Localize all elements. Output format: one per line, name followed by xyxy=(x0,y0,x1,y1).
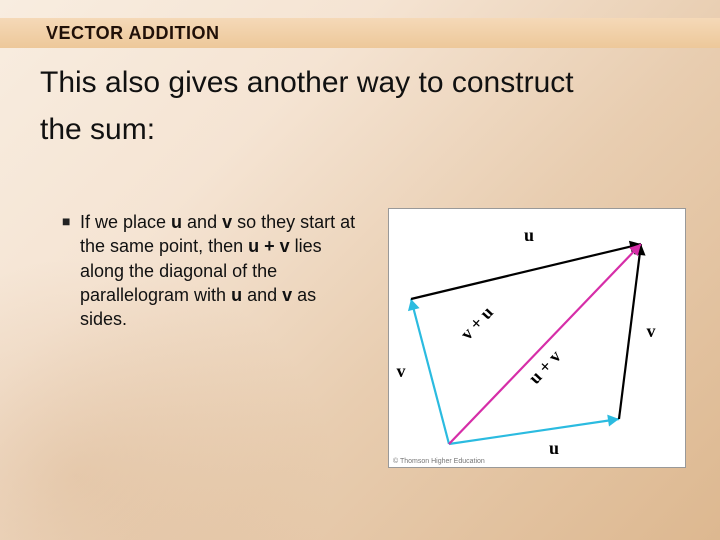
bullet-t5: and xyxy=(242,285,282,305)
svg-text:v + u: v + u xyxy=(456,302,497,344)
main-text: This also gives another way to construct… xyxy=(40,60,690,153)
svg-text:u + v: u + v xyxy=(524,346,565,388)
main-line2: the sum: xyxy=(40,113,155,146)
bullet-block: ■ If we place u and v so they start at t… xyxy=(80,210,360,331)
bullet-v1: v xyxy=(222,212,232,232)
svg-text:u: u xyxy=(524,225,534,245)
header-bar: VECTOR ADDITION xyxy=(0,18,720,48)
bullet-v2: v xyxy=(282,285,292,305)
bullet-u1: u xyxy=(171,212,182,232)
bullet-uv: u + v xyxy=(248,236,290,256)
header-title: VECTOR ADDITION xyxy=(46,23,220,44)
svg-text:u: u xyxy=(549,438,559,458)
svg-text:v: v xyxy=(397,361,406,381)
bullet-t2: and xyxy=(182,212,222,232)
diagram-caption: © Thomson Higher Education xyxy=(393,458,485,465)
bullet-marker: ■ xyxy=(62,212,70,231)
main-line1: This also gives another way to construct xyxy=(40,66,574,99)
bullet-u2: u xyxy=(231,285,242,305)
diagram-svg: u u v v v + u u + v xyxy=(389,209,687,469)
svg-text:v: v xyxy=(647,321,656,341)
parallelogram-diagram: u u v v v + u u + v © Thomson Higher Educatio… xyxy=(388,208,686,468)
bullet-t1: If we place xyxy=(80,212,171,232)
